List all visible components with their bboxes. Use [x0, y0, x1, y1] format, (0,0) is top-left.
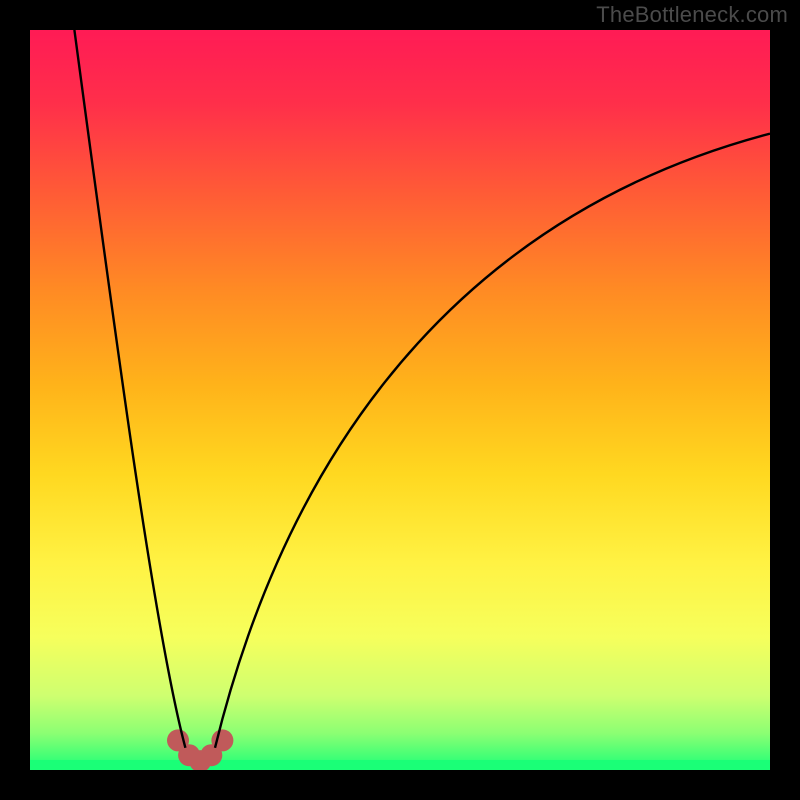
chart-container: TheBottleneck.com: [0, 0, 800, 800]
plot-area: [30, 30, 770, 770]
marker-point: [211, 729, 233, 751]
chart-svg: [30, 30, 770, 770]
baseline-strip: [30, 760, 770, 770]
gradient-background: [30, 30, 770, 770]
watermark-label: TheBottleneck.com: [596, 2, 788, 28]
